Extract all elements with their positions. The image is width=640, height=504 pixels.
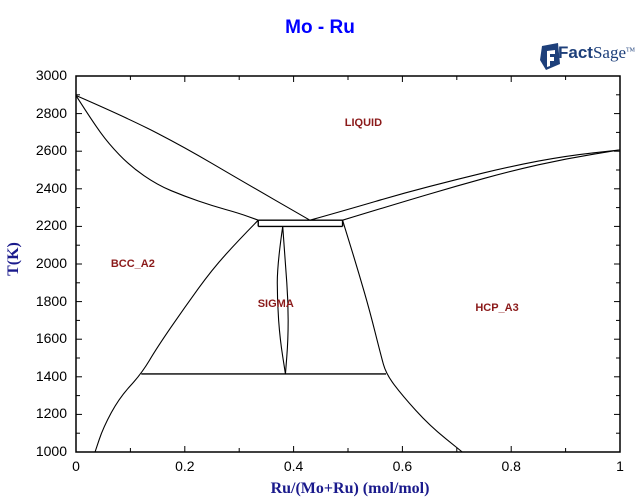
y-tick-label: 1600 <box>35 330 67 347</box>
phase-label: SIGMA <box>257 298 294 311</box>
y-tick-label: 1400 <box>35 367 67 384</box>
y-tick-label: 2200 <box>35 217 67 234</box>
factsage-logo: FactSageTM <box>538 40 635 76</box>
axis-ticks <box>75 75 621 453</box>
phase-boundaries <box>75 95 621 453</box>
phase-label: BCC_A2 <box>110 257 155 270</box>
phase-boundary <box>342 220 463 453</box>
x-tick-label: 0.2 <box>175 458 195 474</box>
x-tick-label: 0 <box>72 458 80 474</box>
x-tick-label: 1 <box>616 458 624 474</box>
y-axis-label: T(K) <box>5 242 22 276</box>
phase-boundary <box>342 149 621 221</box>
plot-frame <box>75 75 621 453</box>
x-axis-label: Ru/(Mo+Ru) (mol/mol) <box>270 480 430 497</box>
factsage-logo-icon <box>540 43 560 70</box>
y-tick-label: 1000 <box>35 443 67 459</box>
phase-boundary <box>276 226 286 375</box>
y-tick-label: 2800 <box>35 104 67 121</box>
phase-boundary <box>94 219 259 453</box>
y-tick-label: 2400 <box>35 179 67 196</box>
y-tick-label: 1800 <box>35 292 67 309</box>
phase-label: HCP_A3 <box>475 302 519 315</box>
phase-boundary <box>75 95 259 221</box>
chart-title: Mo - Ru <box>285 17 355 38</box>
x-tick-label: 0.8 <box>501 458 521 474</box>
y-tick-label: 1200 <box>35 405 67 422</box>
y-tick-label: 3000 <box>35 67 67 83</box>
phase-boundary <box>75 95 311 221</box>
x-tick-label: 0.4 <box>283 458 304 474</box>
phase-boundary <box>282 226 289 375</box>
x-tick-label: 0.6 <box>392 458 413 474</box>
phase-label: LIQUID <box>344 116 383 129</box>
y-tick-label: 2000 <box>35 255 67 271</box>
logo-text: FactSageTM <box>558 43 636 62</box>
y-tick-label: 2600 <box>35 142 67 159</box>
phase-boundary <box>309 149 621 221</box>
